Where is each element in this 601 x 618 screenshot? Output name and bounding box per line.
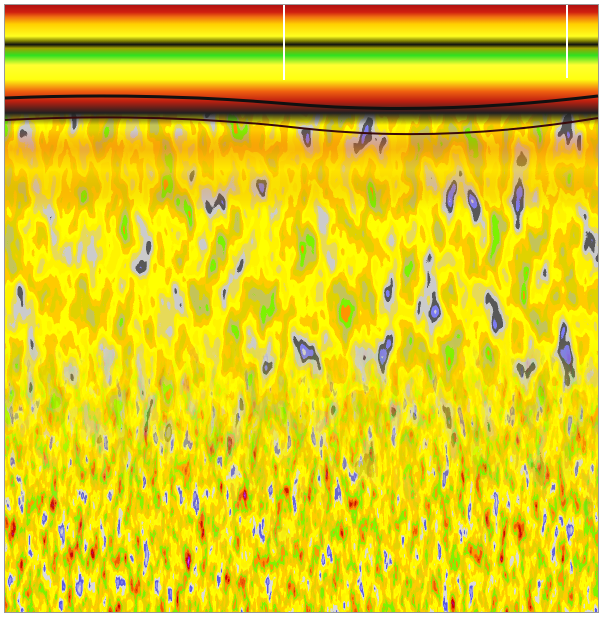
surface-bands — [5, 5, 598, 125]
reflection-band — [5, 130, 598, 210]
radargram — [0, 0, 601, 618]
